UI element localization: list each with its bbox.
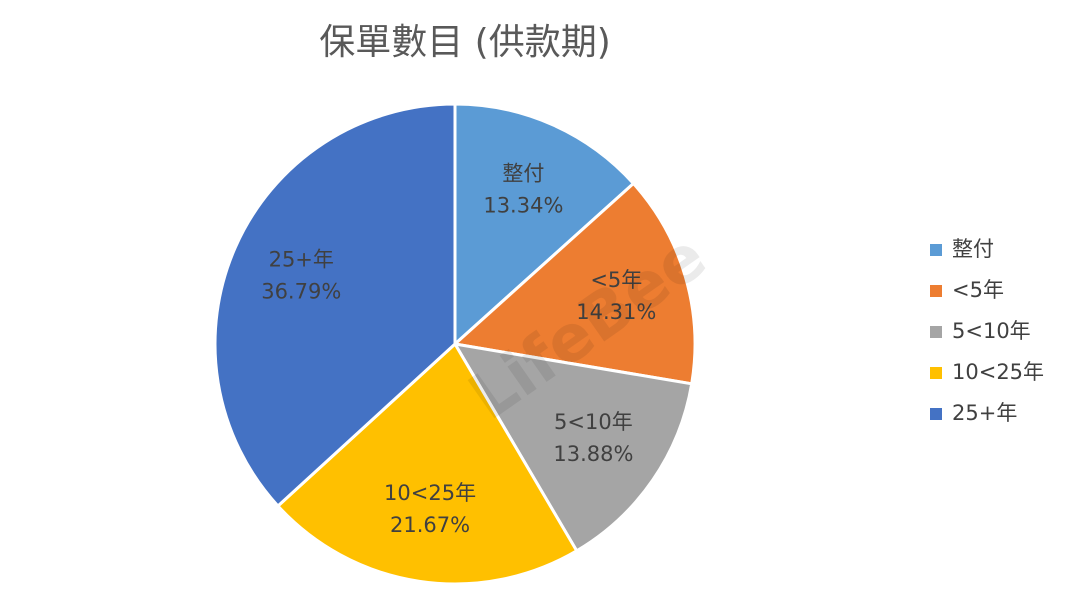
legend-label: 整付	[952, 237, 994, 261]
pie-slice	[213, 102, 457, 509]
data-label-category: <5年	[590, 268, 642, 292]
data-labels: 整付 13.34% <5年 14.31% 5<10年 13.88% 10<25年 21.67%…	[261, 162, 656, 538]
data-label-value: 36.79%	[261, 279, 341, 303]
chart-title: 保單數目 (供款期)	[319, 22, 611, 63]
legend-swatch	[930, 326, 942, 338]
data-label-category: 10<25年	[384, 481, 476, 505]
data-label-value: 21.67%	[390, 513, 470, 537]
data-label-value: 14.31%	[576, 300, 656, 324]
data-label-category: 25+年	[269, 247, 334, 271]
legend-label: 5<10年	[952, 319, 1031, 343]
legend: 整付 <5年 5<10年 10<25年 25+年	[930, 237, 1044, 425]
legend-swatch	[930, 285, 942, 297]
pie	[213, 102, 697, 586]
data-label-category: 5<10年	[554, 410, 633, 434]
legend-label: 10<25年	[952, 360, 1044, 384]
legend-swatch	[930, 408, 942, 420]
pie-slice	[452, 341, 694, 553]
legend-label: 25+年	[952, 401, 1017, 425]
pie-slice	[275, 341, 579, 586]
pie-slice	[453, 102, 636, 348]
data-label-category: 整付	[502, 162, 544, 186]
legend-swatch	[930, 244, 942, 256]
pie-slice	[451, 181, 697, 386]
legend-swatch	[930, 367, 942, 379]
legend-label: <5年	[952, 278, 1004, 302]
data-label-value: 13.88%	[553, 442, 633, 466]
data-label-value: 13.34%	[483, 194, 563, 218]
